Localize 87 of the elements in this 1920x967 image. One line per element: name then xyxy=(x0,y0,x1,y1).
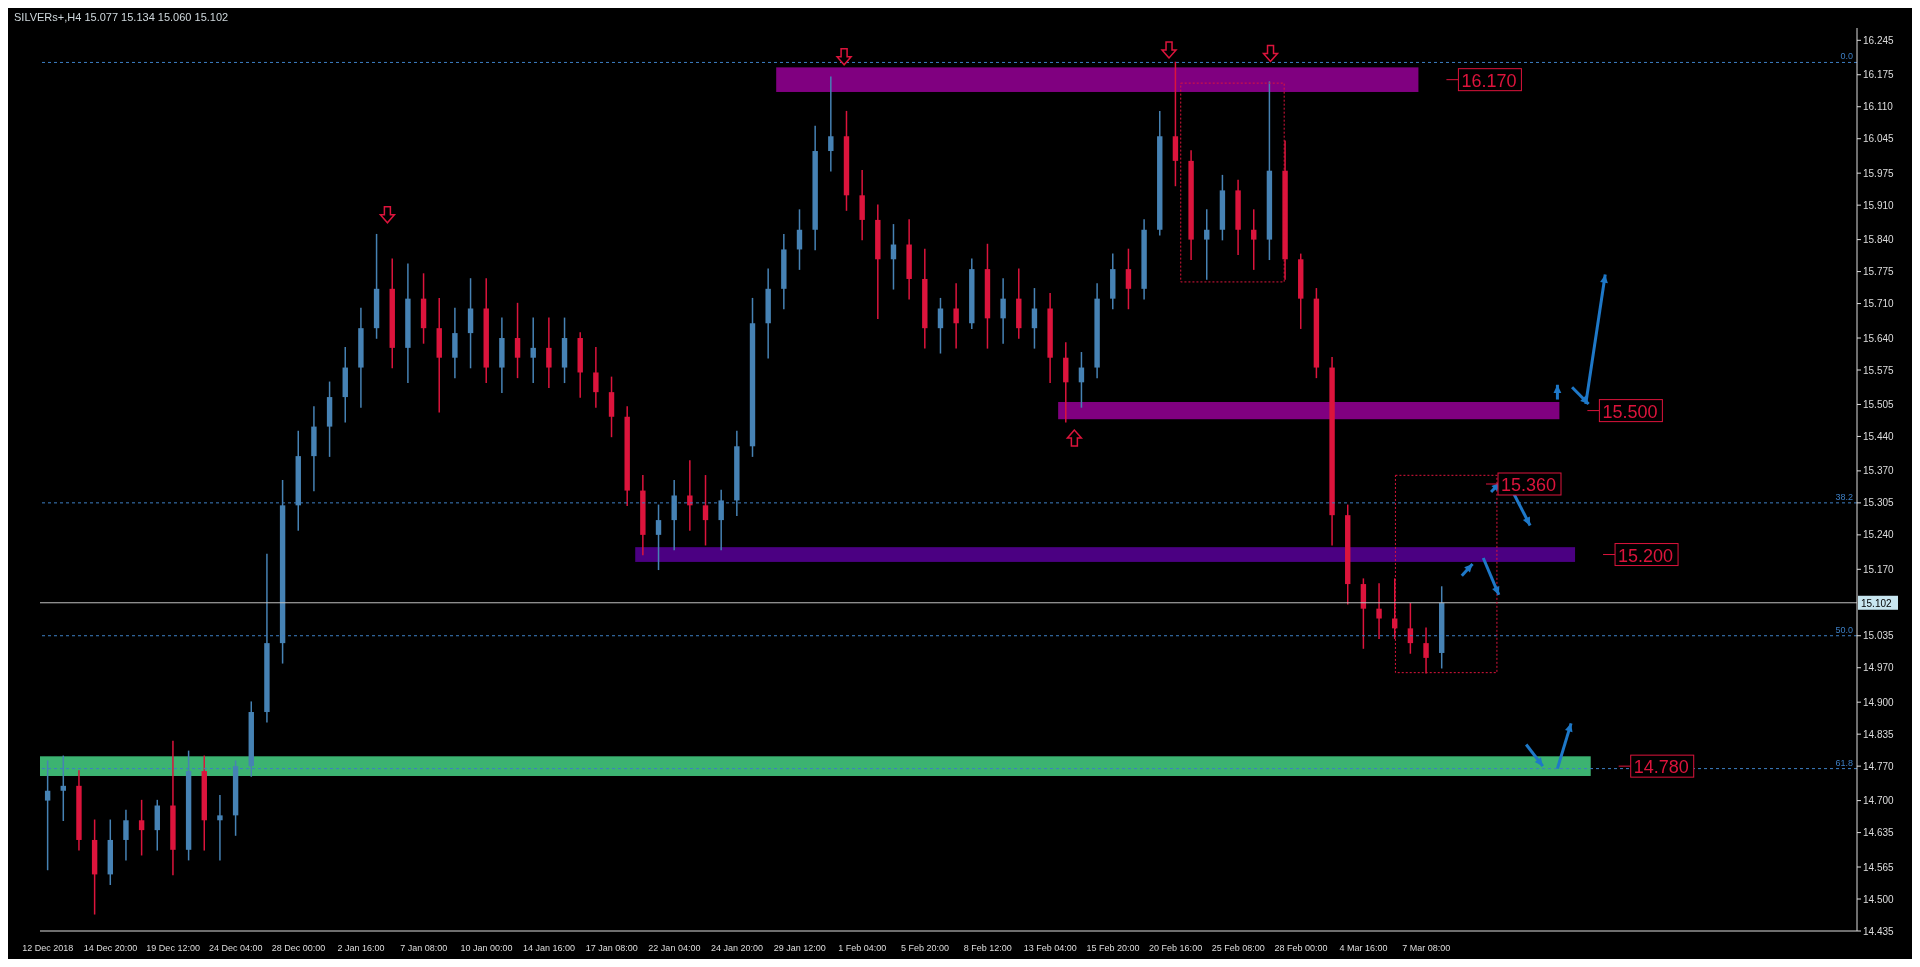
candlestick xyxy=(593,347,599,408)
x-tick-label: 13 Feb 04:00 xyxy=(1023,943,1077,953)
ref-line-label: 15.102 xyxy=(1861,597,1893,609)
candlestick xyxy=(1204,209,1210,280)
annotation: 50.0 xyxy=(1835,624,1853,635)
candlestick xyxy=(718,489,724,551)
candlestick xyxy=(953,283,959,349)
x-tick-label: 17 Jan 08:00 xyxy=(585,943,638,953)
y-tick-label: 15.305 xyxy=(1863,497,1895,509)
y-tick-label: 14.970 xyxy=(1863,662,1895,674)
y-tick-label: 15.910 xyxy=(1863,199,1895,211)
y-tick-label: 14.700 xyxy=(1863,795,1895,807)
candlestick xyxy=(530,317,536,384)
x-tick-label: 24 Dec 04:00 xyxy=(209,943,263,953)
candlestick xyxy=(655,504,662,571)
y-tick-label: 15.505 xyxy=(1863,399,1895,411)
y-tick-label: 15.710 xyxy=(1863,298,1895,310)
y-tick-label: 15.975 xyxy=(1863,167,1895,179)
band-label: 15.200 xyxy=(1618,545,1674,566)
y-tick-label: 14.500 xyxy=(1863,893,1895,905)
y-tick-label: 16.245 xyxy=(1863,34,1895,46)
x-tick-label: 20 Feb 16:00 xyxy=(1149,943,1203,953)
y-tick-label: 14.900 xyxy=(1863,696,1895,708)
annotation: 61.8 xyxy=(1835,757,1853,768)
x-tick-label: 1 Feb 04:00 xyxy=(838,943,887,953)
y-tick-label: 15.170 xyxy=(1863,563,1895,575)
x-tick-label: 28 Feb 00:00 xyxy=(1274,943,1328,953)
candlestick xyxy=(514,302,521,379)
x-tick-label: 2 Jan 16:00 xyxy=(337,943,385,953)
y-tick-label: 14.565 xyxy=(1863,861,1895,873)
x-tick-label: 7 Mar 08:00 xyxy=(1402,943,1451,953)
candlestick xyxy=(44,760,51,871)
x-tick-label: 24 Jan 20:00 xyxy=(711,943,764,953)
candlestick xyxy=(1423,627,1429,674)
y-tick-label: 15.035 xyxy=(1863,630,1895,642)
y-tick-label: 15.370 xyxy=(1863,465,1895,477)
y-tick-label: 16.175 xyxy=(1863,69,1895,81)
x-tick-label: 14 Jan 16:00 xyxy=(523,943,576,953)
x-tick-label: 15 Feb 20:00 xyxy=(1086,943,1140,953)
annotation: 15.360 xyxy=(1501,475,1557,495)
candlestick xyxy=(1407,603,1414,654)
y-tick-label: 14.635 xyxy=(1863,827,1895,839)
candlestick xyxy=(687,460,693,531)
y-tick-label: 15.840 xyxy=(1863,234,1895,246)
band-label: 15.500 xyxy=(1602,401,1658,422)
x-tick-label: 28 Dec 00:00 xyxy=(271,943,326,953)
y-tick-label: 15.775 xyxy=(1863,266,1895,278)
band-label: 14.780 xyxy=(1633,757,1689,778)
y-tick-label: 15.440 xyxy=(1863,430,1895,442)
y-tick-label: 14.835 xyxy=(1863,728,1895,740)
y-tick-label: 14.435 xyxy=(1863,925,1895,937)
candlestick xyxy=(937,297,944,354)
candlestick xyxy=(1282,140,1288,280)
x-tick-label: 29 Jan 12:00 xyxy=(773,943,826,953)
x-tick-label: 4 Mar 16:00 xyxy=(1339,943,1388,953)
y-tick-label: 14.770 xyxy=(1863,760,1895,772)
y-tick-label: 15.575 xyxy=(1863,364,1895,376)
y-tick-label: 16.110 xyxy=(1863,101,1894,113)
x-tick-label: 19 Dec 12:00 xyxy=(146,943,200,953)
x-tick-label: 7 Jan 08:00 xyxy=(400,943,448,953)
x-tick-label: 25 Feb 08:00 xyxy=(1211,943,1265,953)
x-tick-label: 22 Jan 04:00 xyxy=(648,943,701,953)
candlestick xyxy=(60,755,66,822)
x-tick-label: 10 Jan 00:00 xyxy=(460,943,513,953)
candlestick xyxy=(828,76,834,172)
candlestick xyxy=(1000,278,1006,344)
candlestick xyxy=(217,794,223,861)
candlestick xyxy=(138,799,145,856)
x-tick-label: 5 Feb 20:00 xyxy=(900,943,950,953)
x-tick-label: 12 Dec 2018 xyxy=(22,943,74,953)
x-tick-label: 8 Feb 12:00 xyxy=(963,943,1012,953)
candlestick xyxy=(1031,288,1038,349)
candlestick xyxy=(796,209,803,270)
y-tick-label: 15.240 xyxy=(1863,529,1895,541)
y-tick-label: 16.045 xyxy=(1863,133,1895,145)
candlestick xyxy=(123,809,129,861)
annotation: 0.0 xyxy=(1840,51,1853,62)
candlestick xyxy=(1376,583,1382,639)
band-label: 16.170 xyxy=(1461,70,1517,91)
chart-title: SILVERs+,H4 15.077 15.134 15.060 15.102 xyxy=(14,11,229,23)
x-tick-label: 14 Dec 20:00 xyxy=(83,943,138,953)
candlestick xyxy=(702,475,709,546)
y-tick-label: 15.640 xyxy=(1863,332,1895,344)
annotation: 38.2 xyxy=(1835,491,1853,502)
candlestick xyxy=(1251,209,1257,270)
candlestick xyxy=(1125,248,1132,310)
candlestick xyxy=(546,317,552,388)
